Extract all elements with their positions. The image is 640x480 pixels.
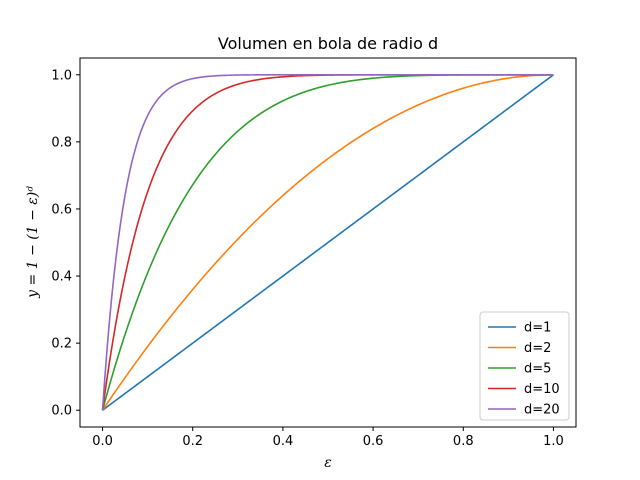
y-axis-label: y = 1 − (1 − ε)ᵈ xyxy=(25,186,41,299)
legend-box xyxy=(479,311,570,421)
x-axis-label: ε xyxy=(324,455,332,471)
y-tick-label: 0.2 xyxy=(51,337,72,352)
legend-entry-label: d=5 xyxy=(524,362,551,377)
x-tick-label: 1.0 xyxy=(543,434,564,449)
legend-entry-label: d=2 xyxy=(524,341,551,356)
y-tick-label: 0.8 xyxy=(51,135,72,150)
y-axis: 0.0 0.2 0.4 0.6 0.8 1.0 xyxy=(51,68,80,419)
y-tick-label: 0.6 xyxy=(51,202,72,217)
chart-title: Volumen en bola de radio d xyxy=(218,34,438,53)
series-line-d-1 xyxy=(102,74,554,411)
x-tick-label: 0.2 xyxy=(182,434,203,449)
legend-entry-label: d=20 xyxy=(524,403,560,418)
y-tick-label: 0.0 xyxy=(51,404,72,419)
x-tick-label: 0.4 xyxy=(273,434,294,449)
x-tick-label: 0.0 xyxy=(92,434,113,449)
x-axis: 0.0 0.2 0.4 0.6 0.8 1.0 xyxy=(92,427,564,449)
x-tick-label: 0.8 xyxy=(453,434,474,449)
y-tick-label: 0.4 xyxy=(51,270,72,285)
series-layer xyxy=(101,73,554,411)
x-tick-label: 0.6 xyxy=(363,434,384,449)
legend-entry-label: d=1 xyxy=(524,321,551,336)
plot-frame xyxy=(79,57,577,428)
series-line-d-2 xyxy=(101,73,554,411)
series-line-d-20 xyxy=(101,73,554,411)
legend: d=1 d=2 d=5 d=10 d=20 xyxy=(479,311,570,421)
y-tick-label: 1.0 xyxy=(51,68,72,83)
legend-entry-label: d=10 xyxy=(524,382,560,397)
